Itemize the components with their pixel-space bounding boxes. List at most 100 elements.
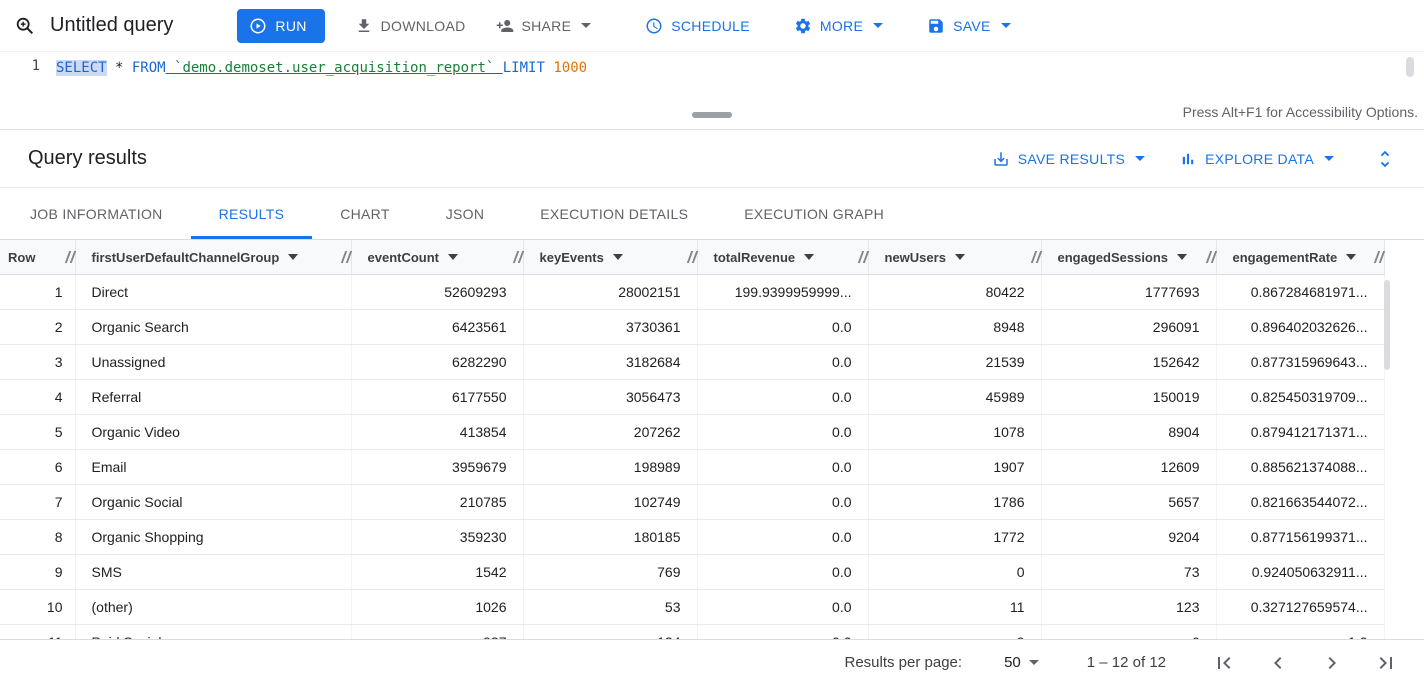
- data-cell: 0.327127659574...: [1216, 589, 1385, 625]
- data-cell: 6: [1041, 624, 1217, 639]
- column-menu-caret-icon[interactable]: [1177, 254, 1188, 260]
- data-cell: Referral: [75, 379, 352, 415]
- table-row: 9 SMS 1542 769 0.0 0 73 0.924050632911...: [0, 554, 1385, 590]
- data-cell: 3730361: [523, 309, 698, 345]
- row-number-cell: 3: [0, 344, 76, 380]
- sql-keyword-from: FROM: [131, 60, 166, 76]
- results-table-viewport: Row firstUserDefaultChannelGroup eventCoun…: [0, 240, 1424, 639]
- table-row: 2 Organic Search 6423561 3730361 0.0 8948 2960…: [0, 309, 1385, 345]
- column-header-keyevents[interactable]: keyEvents: [523, 240, 698, 275]
- chevron-down-icon: [1028, 660, 1039, 665]
- data-cell: 152642: [1041, 344, 1217, 380]
- run-button[interactable]: RUN: [237, 8, 325, 43]
- explore-data-label: EXPLORE DATA: [1205, 150, 1314, 167]
- data-cell: 0.0: [697, 484, 869, 520]
- download-button[interactable]: DOWNLOAD: [355, 17, 466, 35]
- column-header-engagementrate[interactable]: engagementRate: [1216, 240, 1385, 275]
- data-cell: 3056473: [523, 379, 698, 415]
- data-cell: 207262: [523, 414, 698, 450]
- data-cell: 6177550: [351, 379, 524, 415]
- column-header-firstuserdefaultchannelgroup[interactable]: firstUserDefaultChannelGroup: [75, 240, 352, 275]
- column-menu-caret-icon[interactable]: [612, 254, 623, 260]
- data-cell: 12609: [1041, 449, 1217, 485]
- pagination-controls: [1212, 651, 1398, 675]
- row-number-cell: 8: [0, 519, 76, 555]
- data-cell: 0.924050632911...: [1216, 554, 1385, 590]
- sql-editor[interactable]: 1 SELECT * FROM `demo.demoset.user_acqui…: [0, 52, 1424, 100]
- row-number-cell: 7: [0, 484, 76, 520]
- row-number-cell: 4: [0, 379, 76, 415]
- tab-chart[interactable]: CHART: [312, 188, 417, 239]
- save-alt-icon: [992, 150, 1010, 168]
- more-button[interactable]: MORE: [794, 17, 884, 35]
- splitter-drag-handle[interactable]: [692, 112, 732, 118]
- chevron-down-icon: [1000, 23, 1011, 28]
- sql-table-reference[interactable]: `demo.demoset.user_acquisition_report`: [165, 60, 503, 76]
- data-cell: 6282290: [351, 344, 524, 380]
- results-table: Row firstUserDefaultChannelGroup eventCoun…: [0, 240, 1385, 639]
- column-menu-caret-icon[interactable]: [804, 254, 815, 260]
- explore-data-button[interactable]: EXPLORE DATA: [1179, 150, 1334, 168]
- table-scrollbar-thumb[interactable]: [1384, 280, 1390, 370]
- query-toolbar: Untitled query RUN DOWNLOAD SHARE: [0, 0, 1424, 52]
- tab-job-information[interactable]: JOB INFORMATION: [2, 188, 191, 239]
- data-cell: 359230: [351, 519, 524, 555]
- column-menu-caret-icon[interactable]: [448, 254, 458, 260]
- column-menu-caret-icon[interactable]: [288, 254, 299, 260]
- tab-execution-graph[interactable]: EXECUTION GRAPH: [716, 188, 912, 239]
- data-cell: 0.885621374088...: [1216, 449, 1385, 485]
- sql-code-line[interactable]: SELECT * FROM `demo.demoset.user_acquisi…: [56, 52, 587, 100]
- save-button[interactable]: SAVE: [927, 17, 1011, 35]
- tab-execution-details[interactable]: EXECUTION DETAILS: [512, 188, 716, 239]
- results-actions: SAVE RESULTS EXPLORE DATA: [992, 148, 1396, 170]
- previous-page-button[interactable]: [1266, 651, 1290, 675]
- next-page-button[interactable]: [1320, 651, 1344, 675]
- last-page-button[interactable]: [1374, 651, 1398, 675]
- save-results-label: SAVE RESULTS: [1017, 150, 1126, 167]
- page-size-select[interactable]: 50: [1004, 654, 1039, 671]
- tab-results[interactable]: RESULTS: [190, 188, 313, 239]
- data-cell: 0.877156199371...: [1216, 519, 1385, 555]
- data-cell: 3959679: [351, 449, 524, 485]
- data-cell: 0.0: [697, 624, 869, 639]
- data-cell: 0.0: [697, 309, 869, 345]
- column-menu-caret-icon[interactable]: [1346, 254, 1357, 260]
- share-button[interactable]: SHARE: [496, 17, 592, 35]
- row-number-cell: 1: [0, 274, 76, 310]
- column-menu-caret-icon[interactable]: [954, 254, 965, 260]
- data-cell: 8904: [1041, 414, 1217, 450]
- data-cell: 0.0: [697, 414, 869, 450]
- data-cell: 21539: [868, 344, 1042, 380]
- schedule-button[interactable]: SCHEDULE: [645, 17, 750, 35]
- expand-panel-button[interactable]: [1374, 148, 1396, 170]
- data-cell: SMS: [75, 554, 352, 590]
- column-header-eventcount[interactable]: eventCount: [351, 240, 524, 275]
- sql-star: *: [106, 60, 132, 76]
- data-cell: 1786: [868, 484, 1042, 520]
- first-page-button[interactable]: [1212, 651, 1236, 675]
- data-cell: 180185: [523, 519, 698, 555]
- data-cell: 1026: [351, 589, 524, 625]
- data-cell: 53: [523, 589, 698, 625]
- sql-limit-value: 1000: [544, 60, 588, 76]
- results-table-header-row: Row firstUserDefaultChannelGroup eventCoun…: [0, 240, 1385, 275]
- data-cell: 5657: [1041, 484, 1217, 520]
- tab-json[interactable]: JSON: [418, 188, 513, 239]
- download-icon: [355, 17, 373, 35]
- column-header-engagedsessions[interactable]: engagedSessions: [1041, 240, 1217, 275]
- data-cell: 1078: [868, 414, 1042, 450]
- editor-scrollbar-thumb[interactable]: [1406, 57, 1414, 77]
- data-cell: 11: [868, 589, 1042, 625]
- column-label: totalRevenue: [713, 249, 796, 265]
- column-header-row[interactable]: Row: [0, 240, 76, 275]
- data-cell: 0: [868, 554, 1042, 590]
- data-cell: 413854: [351, 414, 524, 450]
- schedule-label: SCHEDULE: [671, 17, 750, 34]
- data-cell: 123: [1041, 589, 1217, 625]
- column-header-totalrevenue[interactable]: totalRevenue: [697, 240, 869, 275]
- column-header-newusers[interactable]: newUsers: [868, 240, 1042, 275]
- data-cell: Organic Shopping: [75, 519, 352, 555]
- save-results-button[interactable]: SAVE RESULTS: [992, 150, 1146, 168]
- data-cell: 296091: [1041, 309, 1217, 345]
- row-number-cell: 5: [0, 414, 76, 450]
